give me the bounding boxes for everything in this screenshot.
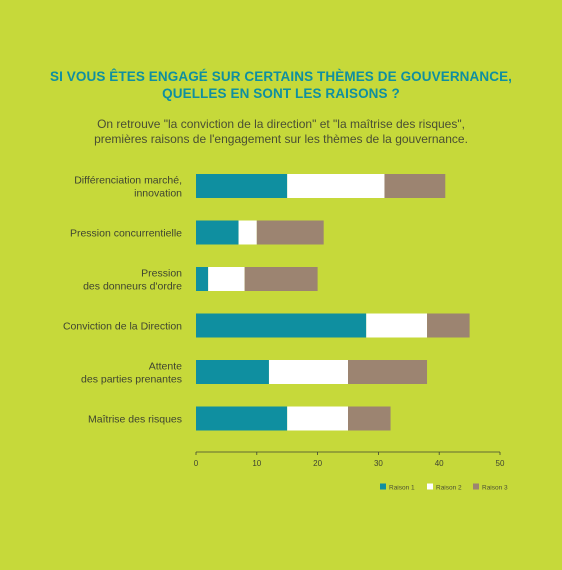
bar-3-4: [427, 313, 470, 338]
chart-title-line-1: SI VOUS ÊTES ENGAGÉ SUR CERTAINS THÈMES …: [49, 69, 513, 84]
bar-1-5: [196, 360, 269, 384]
chart-subtitle-line-2: premières raisons de l'engagement sur le…: [94, 132, 468, 146]
x-tick-label: 0: [194, 459, 199, 468]
bar-2-5: [268, 360, 348, 384]
category-label: Conviction de la Direction: [63, 321, 182, 333]
x-tick-label: 30: [374, 459, 383, 468]
chart-title: SI VOUS ÊTES ENGAGÉ SUR CERTAINS THÈMES …: [0, 68, 562, 102]
bar-2-4: [366, 313, 428, 338]
bar-3-5: [348, 360, 428, 384]
x-tick-label: 10: [252, 459, 261, 468]
bar-3-3: [244, 267, 318, 291]
bar-3-1: [384, 174, 446, 198]
chart-subtitle: On retrouve "la conviction de la directi…: [0, 117, 562, 147]
x-tick-label: 20: [313, 459, 322, 468]
legend-label-raison-3: Raison 3: [482, 485, 508, 492]
legend-label-raison-1: Raison 1: [389, 485, 415, 492]
chart-subtitle-line-1: On retrouve "la conviction de la directi…: [97, 117, 465, 131]
legend-swatch-raison-1: [380, 483, 386, 490]
bar-3-2: [256, 220, 324, 245]
legend-swatch-raison-2: [427, 483, 433, 490]
bar-1-2: [196, 220, 239, 245]
category-label: Pression concurrentielle: [70, 228, 182, 240]
bar-2-3: [208, 267, 245, 291]
bar-3-6: [348, 406, 391, 431]
bar-2-1: [287, 174, 385, 198]
bar-2-6: [287, 406, 348, 431]
category-label: Différenciation marché, innovation: [74, 175, 182, 200]
category-label: Attente des parties prenantes: [81, 361, 182, 386]
bar-1-3: [196, 267, 209, 291]
bar-2-2: [238, 220, 257, 245]
chart-title-line-2: QUELLES EN SONT LES RAISONS ?: [162, 86, 400, 101]
x-tick-label: 50: [496, 459, 505, 468]
bar-1-4: [196, 313, 367, 338]
x-tick-label: 40: [435, 459, 444, 468]
legend-label-raison-2: Raison 2: [436, 485, 462, 492]
bar-1-1: [196, 174, 288, 198]
bar-1-6: [196, 406, 288, 431]
category-label: Maîtrise des risques: [88, 414, 182, 426]
category-label: Pression des donneurs d'ordre: [83, 268, 182, 293]
legend-swatch-raison-3: [473, 483, 479, 490]
